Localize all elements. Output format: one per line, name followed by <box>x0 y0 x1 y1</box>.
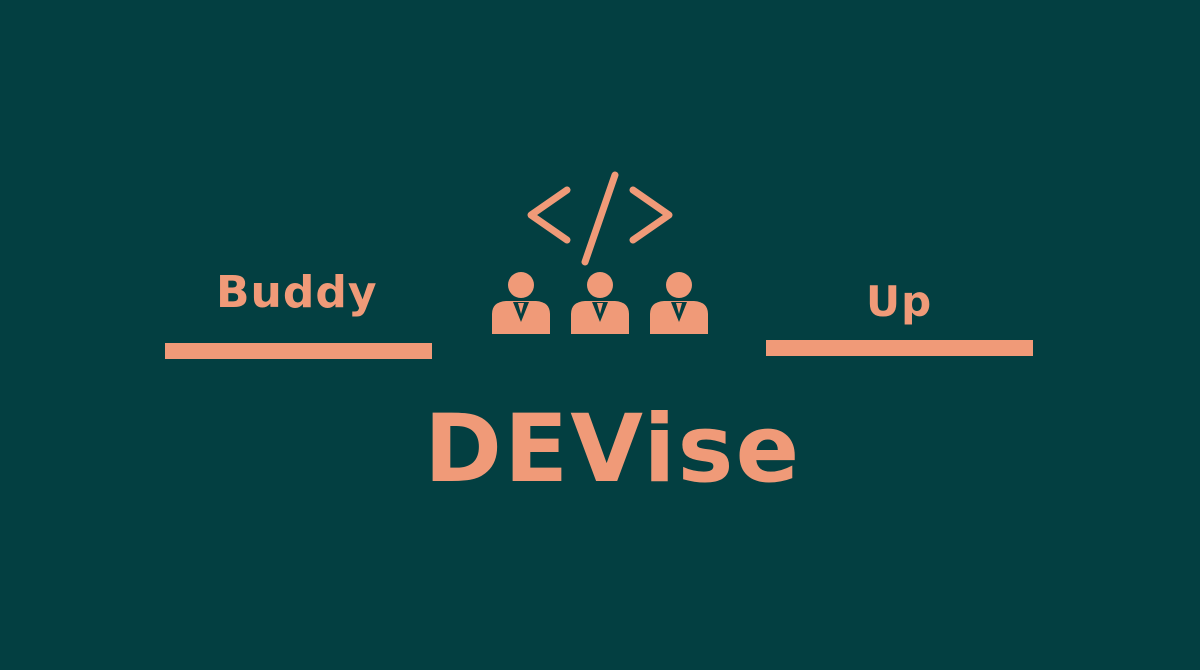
logo-word-buddy: Buddy <box>216 267 378 318</box>
team-group <box>485 270 715 336</box>
person-icon <box>571 272 629 334</box>
person-icon <box>650 272 708 334</box>
logo-word-devise: DEVise <box>424 395 802 504</box>
left-underline <box>165 343 432 359</box>
logo-word-up: Up <box>866 277 933 326</box>
code-brackets-icon <box>527 171 673 266</box>
logo-emblem <box>485 170 715 340</box>
person-icon <box>492 272 550 334</box>
right-underline <box>766 340 1033 356</box>
